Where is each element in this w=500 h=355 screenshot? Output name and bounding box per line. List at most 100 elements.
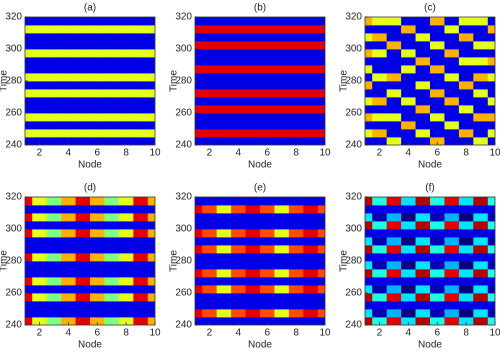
heat-cell <box>430 221 445 230</box>
heat-cell <box>260 105 275 114</box>
heat-cell <box>75 261 91 270</box>
heat-cell <box>288 301 304 310</box>
heat-cell <box>365 33 373 42</box>
heat-cell <box>288 113 304 122</box>
heat-cell <box>444 105 460 114</box>
heat-cell <box>216 237 232 246</box>
heat-cell <box>231 285 246 294</box>
heat-cell <box>401 33 416 42</box>
heat-cell <box>458 41 474 50</box>
heat-cell <box>46 57 62 66</box>
heat-cell <box>245 293 261 302</box>
heat-cell <box>317 25 325 34</box>
heat-cell <box>430 137 445 145</box>
heat-cell <box>415 205 431 214</box>
heat-cell <box>288 309 304 318</box>
heat-cell <box>260 129 275 138</box>
x-axis-label: Node <box>78 340 102 351</box>
heat-cell <box>104 197 120 206</box>
y-axis-label: Time <box>169 250 180 272</box>
heat-cell <box>90 89 105 98</box>
heat-cell <box>118 253 134 262</box>
heat-cell <box>75 269 91 278</box>
heat-cell <box>25 229 33 238</box>
heat-cell <box>317 253 325 262</box>
y-tick-label: 280 <box>5 256 22 267</box>
heat-cell <box>147 301 155 310</box>
heat-cell <box>231 89 246 98</box>
heat-cell <box>487 293 495 302</box>
heat-cell <box>430 89 445 98</box>
heat-cell <box>75 285 91 294</box>
heat-cell <box>147 229 155 238</box>
heat-cell <box>46 121 62 130</box>
heat-cell <box>216 301 232 310</box>
heat-cell <box>473 33 489 42</box>
heat-cell <box>401 285 416 294</box>
heat-cell <box>303 49 319 58</box>
x-tick-label: 2 <box>207 148 213 159</box>
heat-cell <box>303 269 319 278</box>
heat-cell <box>118 89 134 98</box>
heat-cell <box>46 221 62 230</box>
heat-cell <box>386 285 402 294</box>
heat-cell <box>303 137 319 145</box>
heat-cell <box>386 33 402 42</box>
heat-cell <box>458 205 474 214</box>
heat-cell <box>303 105 319 114</box>
heat-cell <box>32 205 48 214</box>
heat-cell <box>195 105 203 114</box>
heat-cell <box>133 237 149 246</box>
heat-cell <box>90 293 105 302</box>
heat-cell <box>25 49 33 58</box>
heat-cell <box>430 205 445 214</box>
heat-cell <box>216 113 232 122</box>
heat-cell <box>430 301 445 310</box>
heat-cell <box>118 317 134 325</box>
heat-cell <box>458 49 474 58</box>
heat-cell <box>245 205 261 214</box>
heat-cell <box>365 17 373 26</box>
heat-cell <box>32 129 48 138</box>
heat-cell <box>458 261 474 270</box>
heat-cell <box>303 221 319 230</box>
heat-cell <box>90 221 105 230</box>
heat-cell <box>202 41 218 50</box>
heat-cell <box>386 245 402 254</box>
heat-cell <box>430 213 445 222</box>
heat-cell <box>303 229 319 238</box>
heat-cell <box>75 229 91 238</box>
heat-cell <box>245 57 261 66</box>
heat-cell <box>274 81 290 90</box>
heat-cell <box>147 205 155 214</box>
heat-cell <box>487 121 495 130</box>
heat-cell <box>444 129 460 138</box>
heat-cell <box>195 17 203 26</box>
x-tick-label: 10 <box>149 328 161 339</box>
heat-cell <box>195 197 203 206</box>
heat-cell <box>118 49 134 58</box>
heat-cell <box>458 73 474 82</box>
heat-cell <box>372 105 388 114</box>
heat-cell <box>260 89 275 98</box>
heat-cell <box>61 73 76 82</box>
heat-cell <box>317 41 325 50</box>
heat-cell <box>32 293 48 302</box>
heat-cell <box>430 237 445 246</box>
x-axis-label: Node <box>418 160 442 171</box>
x-axis-label: Node <box>248 160 272 171</box>
heat-cell <box>46 65 62 74</box>
heat-cell <box>386 301 402 310</box>
heat-cell <box>202 129 218 138</box>
heat-cell <box>473 317 489 325</box>
heat-cell <box>430 285 445 294</box>
heat-cell <box>317 277 325 286</box>
heat-cell <box>202 213 218 222</box>
heat-cell <box>133 229 149 238</box>
heat-cell <box>147 25 155 34</box>
heat-cell <box>195 253 203 262</box>
heat-cell <box>104 57 120 66</box>
heat-cell <box>458 229 474 238</box>
heat-cell <box>401 293 416 302</box>
y-tick-label: 260 <box>345 108 362 119</box>
